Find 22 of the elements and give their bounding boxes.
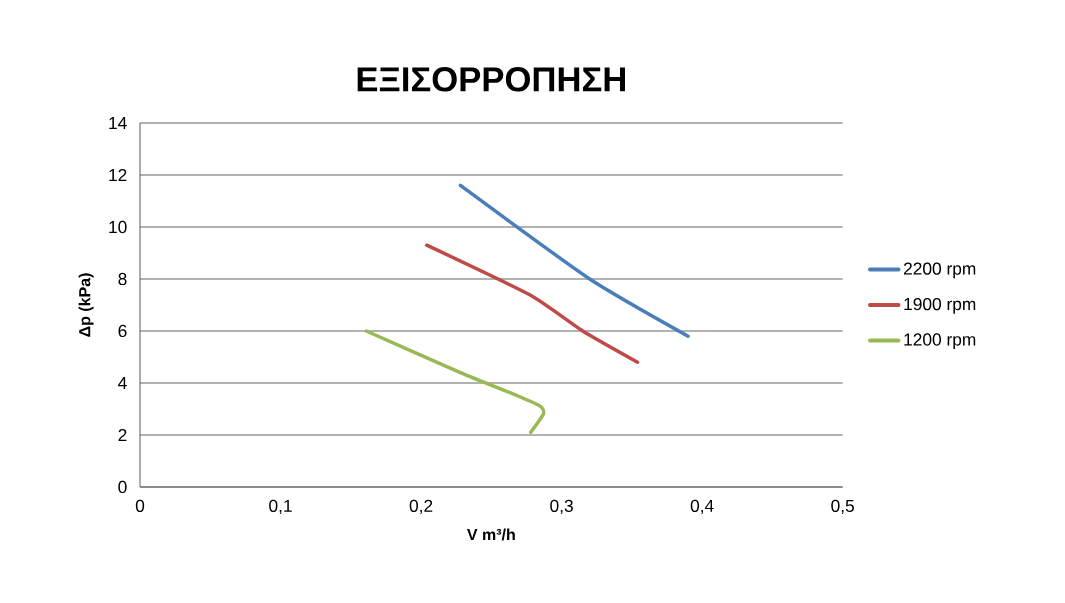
y-tick-label: 4 — [118, 377, 127, 389]
y-tick-label: 12 — [109, 168, 127, 182]
x-tick-label: 0,1 — [269, 499, 292, 515]
y-tick-label: 8 — [118, 272, 127, 286]
x-tick-label: 0,2 — [409, 499, 433, 515]
line-series — [364, 329, 546, 435]
x-tick-label: 0,5 — [831, 499, 854, 515]
x-tick-label: 0,3 — [550, 499, 573, 515]
y-tick-label: 0 — [118, 480, 127, 494]
y-tick-label: 6 — [118, 324, 127, 338]
y-tick-label: 10 — [109, 220, 127, 234]
legend-label: 1900 rpm — [904, 297, 976, 314]
y-axis-title: Δp (kPa) — [78, 273, 94, 337]
chart-title: ΕΞΙΣΟΡΡΟΠΗΣΗ — [357, 67, 625, 92]
x-tick-label: 0,4 — [690, 499, 714, 515]
y-tick-label: 2 — [118, 428, 127, 442]
x-axis-title: V m³/h — [466, 528, 515, 541]
x-tick-label: 0 — [135, 499, 145, 512]
legend-label: 2200 rpm — [904, 262, 976, 279]
legend-label: 1200 rpm — [904, 333, 976, 350]
y-tick-label: 14 — [109, 117, 127, 129]
line-series — [424, 243, 640, 364]
